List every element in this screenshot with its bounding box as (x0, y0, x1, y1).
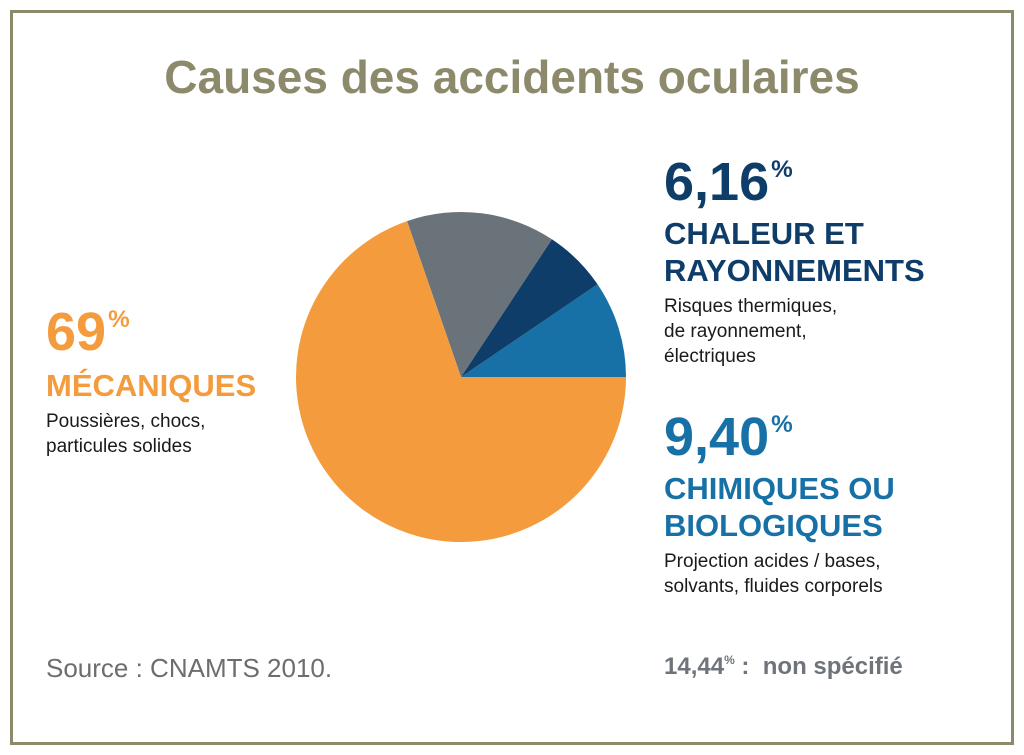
chaleur-unit: % (771, 155, 793, 183)
pie-slice-3 (407, 212, 552, 377)
mecaniques-value: 69 (46, 302, 107, 362)
border-frame (10, 10, 1014, 745)
mecaniques-unit: % (108, 305, 130, 333)
unspecified-label: non spécifié (762, 653, 903, 680)
chimiques-description: Projection acides / bases, solvants, flu… (664, 550, 895, 599)
chaleur-description: Risques thermiques, de rayonnement, élec… (664, 295, 925, 369)
chimiques-percent: 9,40% (664, 410, 895, 464)
chaleur-category: CHALEUR ET RAYONNEMENTS (664, 215, 925, 289)
chimiques-desc-line: solvants, fluides corporels (664, 576, 883, 598)
chimiques-unit: % (771, 410, 793, 438)
mecaniques-category: MÉCANIQUES (46, 368, 257, 403)
chaleur-category-line: CHALEUR ET (664, 216, 864, 251)
chaleur-desc-line: électriques (664, 345, 756, 367)
unspecified-value: 14,44 (664, 653, 725, 680)
pie-slice-2 (461, 239, 598, 377)
pie-chart (296, 212, 626, 542)
chimiques-category-line: BIOLOGIQUES (664, 508, 883, 544)
source-note: Source : CNAMTS 2010. (46, 653, 333, 683)
pie-slice-4 (296, 221, 626, 542)
chimiques-category: CHIMIQUES OU BIOLOGIQUES (664, 470, 895, 544)
chimiques-desc-line: Projection acides / bases, (664, 551, 881, 573)
mecaniques-percent: 69% (46, 305, 256, 359)
chaleur-value: 6,16 (664, 152, 770, 212)
chaleur-category-line: RAYONNEMENTS (664, 253, 925, 289)
unspecified-note: 14,44% : non spécifié (664, 653, 903, 681)
chaleur-percent: 6,16% (664, 155, 925, 209)
pie-slice-1 (461, 284, 626, 377)
chart-title: Causes des accidents oculaires (164, 51, 860, 103)
legend-chimiques: 9,40% CHIMIQUES OU BIOLOGIQUES Projectio… (664, 410, 895, 600)
chimiques-category-line: CHIMIQUES OU (664, 471, 895, 506)
mecaniques-desc-line: particules solides (46, 435, 192, 457)
mecaniques-desc-line: Poussières, chocs, (46, 411, 206, 433)
unspecified-unit: % (724, 653, 735, 668)
unspecified-separator: : (734, 653, 750, 680)
chimiques-value: 9,40 (664, 407, 770, 467)
legend-chaleur: 6,16% CHALEUR ET RAYONNEMENTS Risques th… (664, 155, 925, 369)
mecaniques-description: Poussières, chocs, particules solides (46, 410, 256, 459)
chaleur-desc-line: Risques thermiques, (664, 296, 838, 318)
chaleur-desc-line: de rayonnement, (664, 321, 807, 343)
legend-mecaniques: 69% MÉCANIQUES Poussières, chocs, partic… (46, 305, 256, 460)
